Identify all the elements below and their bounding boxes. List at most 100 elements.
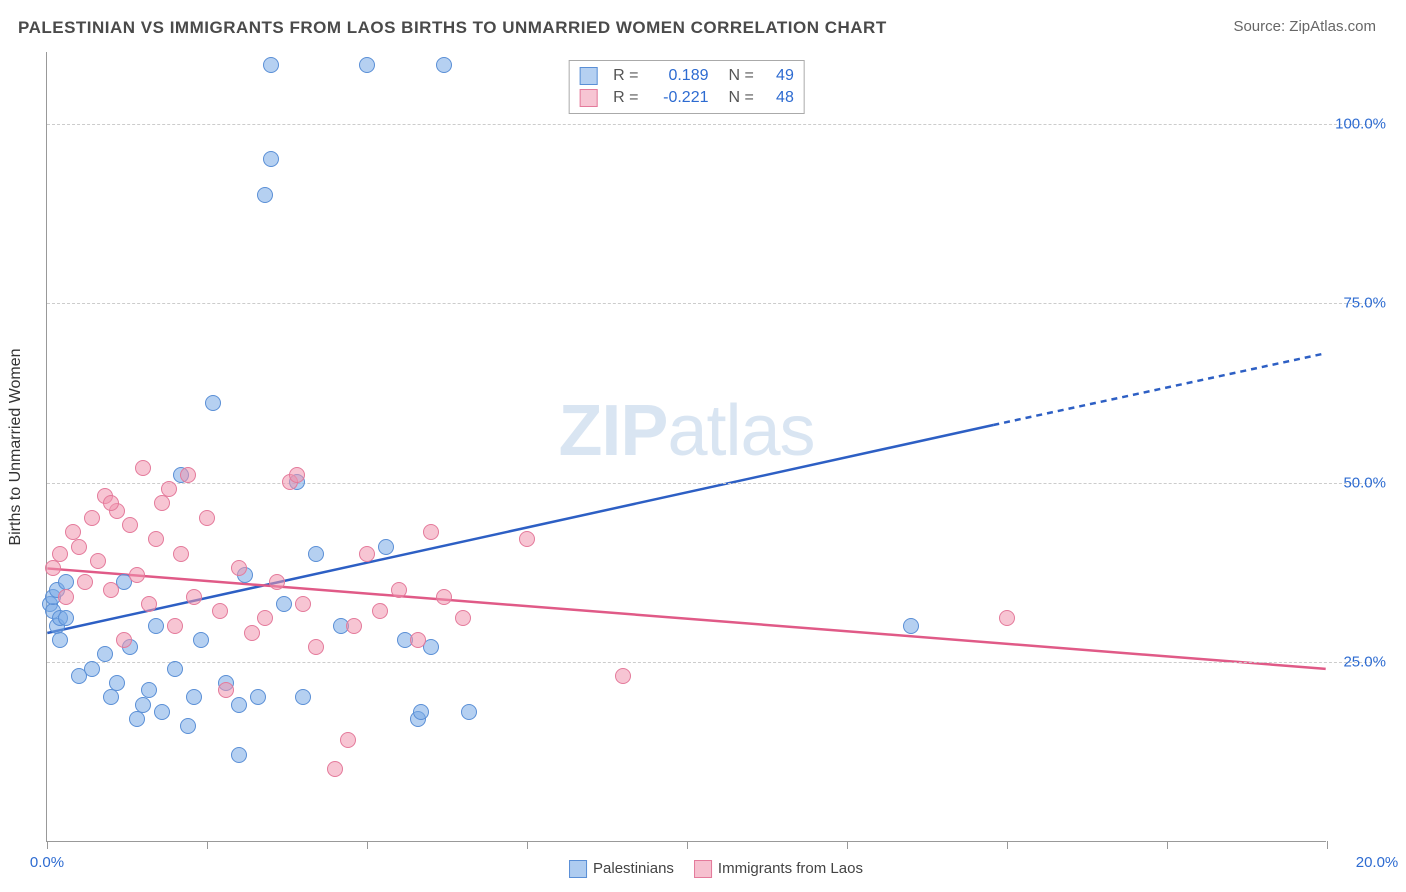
y-tick-label: 25.0%	[1328, 654, 1386, 671]
scatter-point-laos	[199, 510, 215, 526]
scatter-point-laos	[103, 495, 119, 511]
scatter-point-palestinians	[58, 610, 74, 626]
scatter-point-palestinians	[52, 632, 68, 648]
trend-lines	[47, 52, 1326, 841]
scatter-point-palestinians	[135, 697, 151, 713]
gridline	[47, 303, 1377, 304]
x-tick	[367, 841, 368, 849]
scatter-point-palestinians	[186, 689, 202, 705]
scatter-point-laos	[372, 603, 388, 619]
scatter-point-laos	[45, 560, 61, 576]
scatter-point-palestinians	[103, 689, 119, 705]
scatter-point-palestinians	[461, 704, 477, 720]
scatter-point-laos	[129, 567, 145, 583]
scatter-point-palestinians	[250, 689, 266, 705]
x-tick	[47, 841, 48, 849]
scatter-point-palestinians	[359, 57, 375, 73]
scatter-point-palestinians	[167, 661, 183, 677]
scatter-point-laos	[231, 560, 247, 576]
gridline	[47, 662, 1377, 663]
x-tick	[1327, 841, 1328, 849]
scatter-point-palestinians	[129, 711, 145, 727]
scatter-point-laos	[58, 589, 74, 605]
scatter-point-laos	[212, 603, 228, 619]
x-tick	[1167, 841, 1168, 849]
scatter-point-laos	[103, 582, 119, 598]
scatter-point-laos	[340, 732, 356, 748]
scatter-point-laos	[141, 596, 157, 612]
scatter-point-laos	[116, 632, 132, 648]
scatter-point-laos	[423, 524, 439, 540]
scatter-point-laos	[359, 546, 375, 562]
y-tick-label: 50.0%	[1328, 474, 1386, 491]
scatter-point-laos	[84, 510, 100, 526]
scatter-point-palestinians	[413, 704, 429, 720]
correlation-legend: R =0.189N =49R =-0.221N =48	[568, 60, 805, 114]
y-axis-label: Births to Unmarried Women	[7, 348, 25, 545]
scatter-point-palestinians	[97, 646, 113, 662]
scatter-point-laos	[289, 467, 305, 483]
scatter-point-palestinians	[180, 718, 196, 734]
scatter-point-palestinians	[231, 697, 247, 713]
legend-item: Palestinians	[569, 860, 674, 878]
scatter-point-palestinians	[263, 57, 279, 73]
scatter-point-laos	[257, 610, 273, 626]
scatter-point-palestinians	[84, 661, 100, 677]
scatter-point-palestinians	[148, 618, 164, 634]
scatter-point-laos	[90, 553, 106, 569]
scatter-point-laos	[615, 668, 631, 684]
x-tick	[687, 841, 688, 849]
scatter-point-palestinians	[154, 704, 170, 720]
scatter-point-laos	[455, 610, 471, 626]
scatter-point-laos	[346, 618, 362, 634]
gridline	[47, 483, 1377, 484]
legend-row-palestinians: R =0.189N =49	[579, 65, 794, 87]
legend-item: Immigrants from Laos	[694, 860, 863, 878]
scatter-point-laos	[77, 574, 93, 590]
scatter-point-laos	[391, 582, 407, 598]
plot-container: Births to Unmarried Women ZIPatlas R =0.…	[46, 52, 1386, 842]
scatter-point-laos	[244, 625, 260, 641]
scatter-point-palestinians	[109, 675, 125, 691]
y-tick-label: 100.0%	[1328, 115, 1386, 132]
scatter-point-palestinians	[193, 632, 209, 648]
series-legend: Palestinians Immigrants from Laos	[569, 860, 863, 878]
y-tick-label: 75.0%	[1328, 295, 1386, 312]
scatter-point-laos	[180, 467, 196, 483]
plot-area: ZIPatlas R =0.189N =49R =-0.221N =48 25.…	[46, 52, 1326, 842]
x-tick	[847, 841, 848, 849]
scatter-point-laos	[167, 618, 183, 634]
x-tick-label: 20.0%	[1356, 854, 1399, 871]
watermark: ZIPatlas	[558, 390, 814, 472]
scatter-point-laos	[122, 517, 138, 533]
scatter-point-laos	[173, 546, 189, 562]
x-tick	[1007, 841, 1008, 849]
scatter-point-laos	[218, 682, 234, 698]
scatter-point-laos	[327, 761, 343, 777]
scatter-point-palestinians	[903, 618, 919, 634]
scatter-point-palestinians	[231, 747, 247, 763]
scatter-point-palestinians	[141, 682, 157, 698]
scatter-point-laos	[999, 610, 1015, 626]
chart-title: PALESTINIAN VS IMMIGRANTS FROM LAOS BIRT…	[18, 18, 887, 38]
scatter-point-palestinians	[378, 539, 394, 555]
x-tick	[207, 841, 208, 849]
gridline	[47, 124, 1377, 125]
scatter-point-palestinians	[436, 57, 452, 73]
scatter-point-laos	[308, 639, 324, 655]
scatter-point-laos	[71, 539, 87, 555]
scatter-point-palestinians	[257, 187, 273, 203]
scatter-point-palestinians	[276, 596, 292, 612]
scatter-point-laos	[519, 531, 535, 547]
scatter-point-laos	[161, 481, 177, 497]
source-label: Source: ZipAtlas.com	[1233, 18, 1376, 35]
scatter-point-laos	[186, 589, 202, 605]
scatter-point-laos	[269, 574, 285, 590]
scatter-point-laos	[148, 531, 164, 547]
scatter-point-laos	[295, 596, 311, 612]
scatter-point-laos	[436, 589, 452, 605]
scatter-point-laos	[135, 460, 151, 476]
scatter-point-palestinians	[205, 395, 221, 411]
scatter-point-palestinians	[295, 689, 311, 705]
scatter-point-palestinians	[263, 151, 279, 167]
